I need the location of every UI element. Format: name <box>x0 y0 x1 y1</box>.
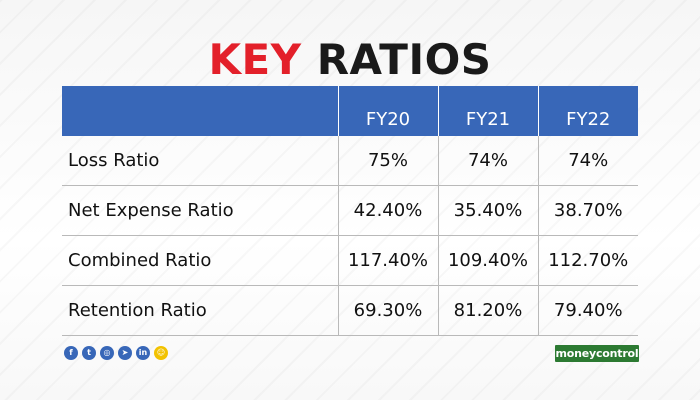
cell-value: 112.70% <box>537 235 638 286</box>
cell-value: 69.30% <box>337 285 438 336</box>
twitter-icon[interactable]: t <box>82 346 96 360</box>
row-label: Combined Ratio <box>62 235 338 286</box>
snapchat-icon[interactable]: ☺ <box>154 346 168 360</box>
linkedin-icon[interactable]: in <box>136 346 150 360</box>
table-row: Retention Ratio 69.30% 81.20% 79.40% <box>62 285 638 336</box>
cell-value: 75% <box>337 136 438 186</box>
social-icons: f t ◎ ➤ in ☺ <box>64 346 168 360</box>
row-label: Retention Ratio <box>62 285 338 336</box>
cell-value: 81.20% <box>437 285 538 336</box>
cell-value: 79.40% <box>537 285 638 336</box>
cell-value: 109.40% <box>437 235 538 286</box>
header-cell-label <box>62 86 338 136</box>
cell-value: 117.40% <box>337 235 438 286</box>
moneycontrol-logo: moneycontrol <box>555 345 639 362</box>
cell-value: 74% <box>437 136 538 186</box>
header-cell-fy22: FY22 <box>537 86 638 136</box>
table-row: Combined Ratio 117.40% 109.40% 112.70% <box>62 235 638 286</box>
header-fy22-text: FY22 <box>566 109 611 130</box>
table-header: FY20 FY21 FY22 <box>62 86 638 136</box>
facebook-icon[interactable]: f <box>64 346 78 360</box>
header-cell-fy20: FY20 <box>337 86 438 136</box>
title-word-ratios: RATIOS <box>316 35 492 84</box>
telegram-icon[interactable]: ➤ <box>118 346 132 360</box>
title-word-key: KEY <box>208 35 302 84</box>
cell-value: 35.40% <box>437 185 538 236</box>
key-ratios-table: FY20 FY21 FY22 Loss Ratio 75% 74% 74% Ne… <box>62 86 638 336</box>
table-row: Loss Ratio 75% 74% 74% <box>62 136 638 186</box>
row-label: Net Expense Ratio <box>62 185 338 236</box>
header-fy21-text: FY21 <box>465 109 511 130</box>
cell-value: 74% <box>537 136 638 186</box>
table-body: Loss Ratio 75% 74% 74% Net Expense Ratio… <box>62 136 638 336</box>
table-row: Net Expense Ratio 42.40% 35.40% 38.70% <box>62 185 638 236</box>
header-row: FY20 FY21 FY22 <box>62 86 638 136</box>
cell-value: 38.70% <box>537 185 638 236</box>
cell-value: 42.40% <box>337 185 438 236</box>
header-fy20-text: FY20 <box>365 109 411 130</box>
instagram-icon[interactable]: ◎ <box>100 346 114 360</box>
header-cell-fy21: FY21 <box>437 86 538 136</box>
page-title: KEY RATIOS <box>0 30 700 90</box>
row-label: Loss Ratio <box>62 136 338 186</box>
